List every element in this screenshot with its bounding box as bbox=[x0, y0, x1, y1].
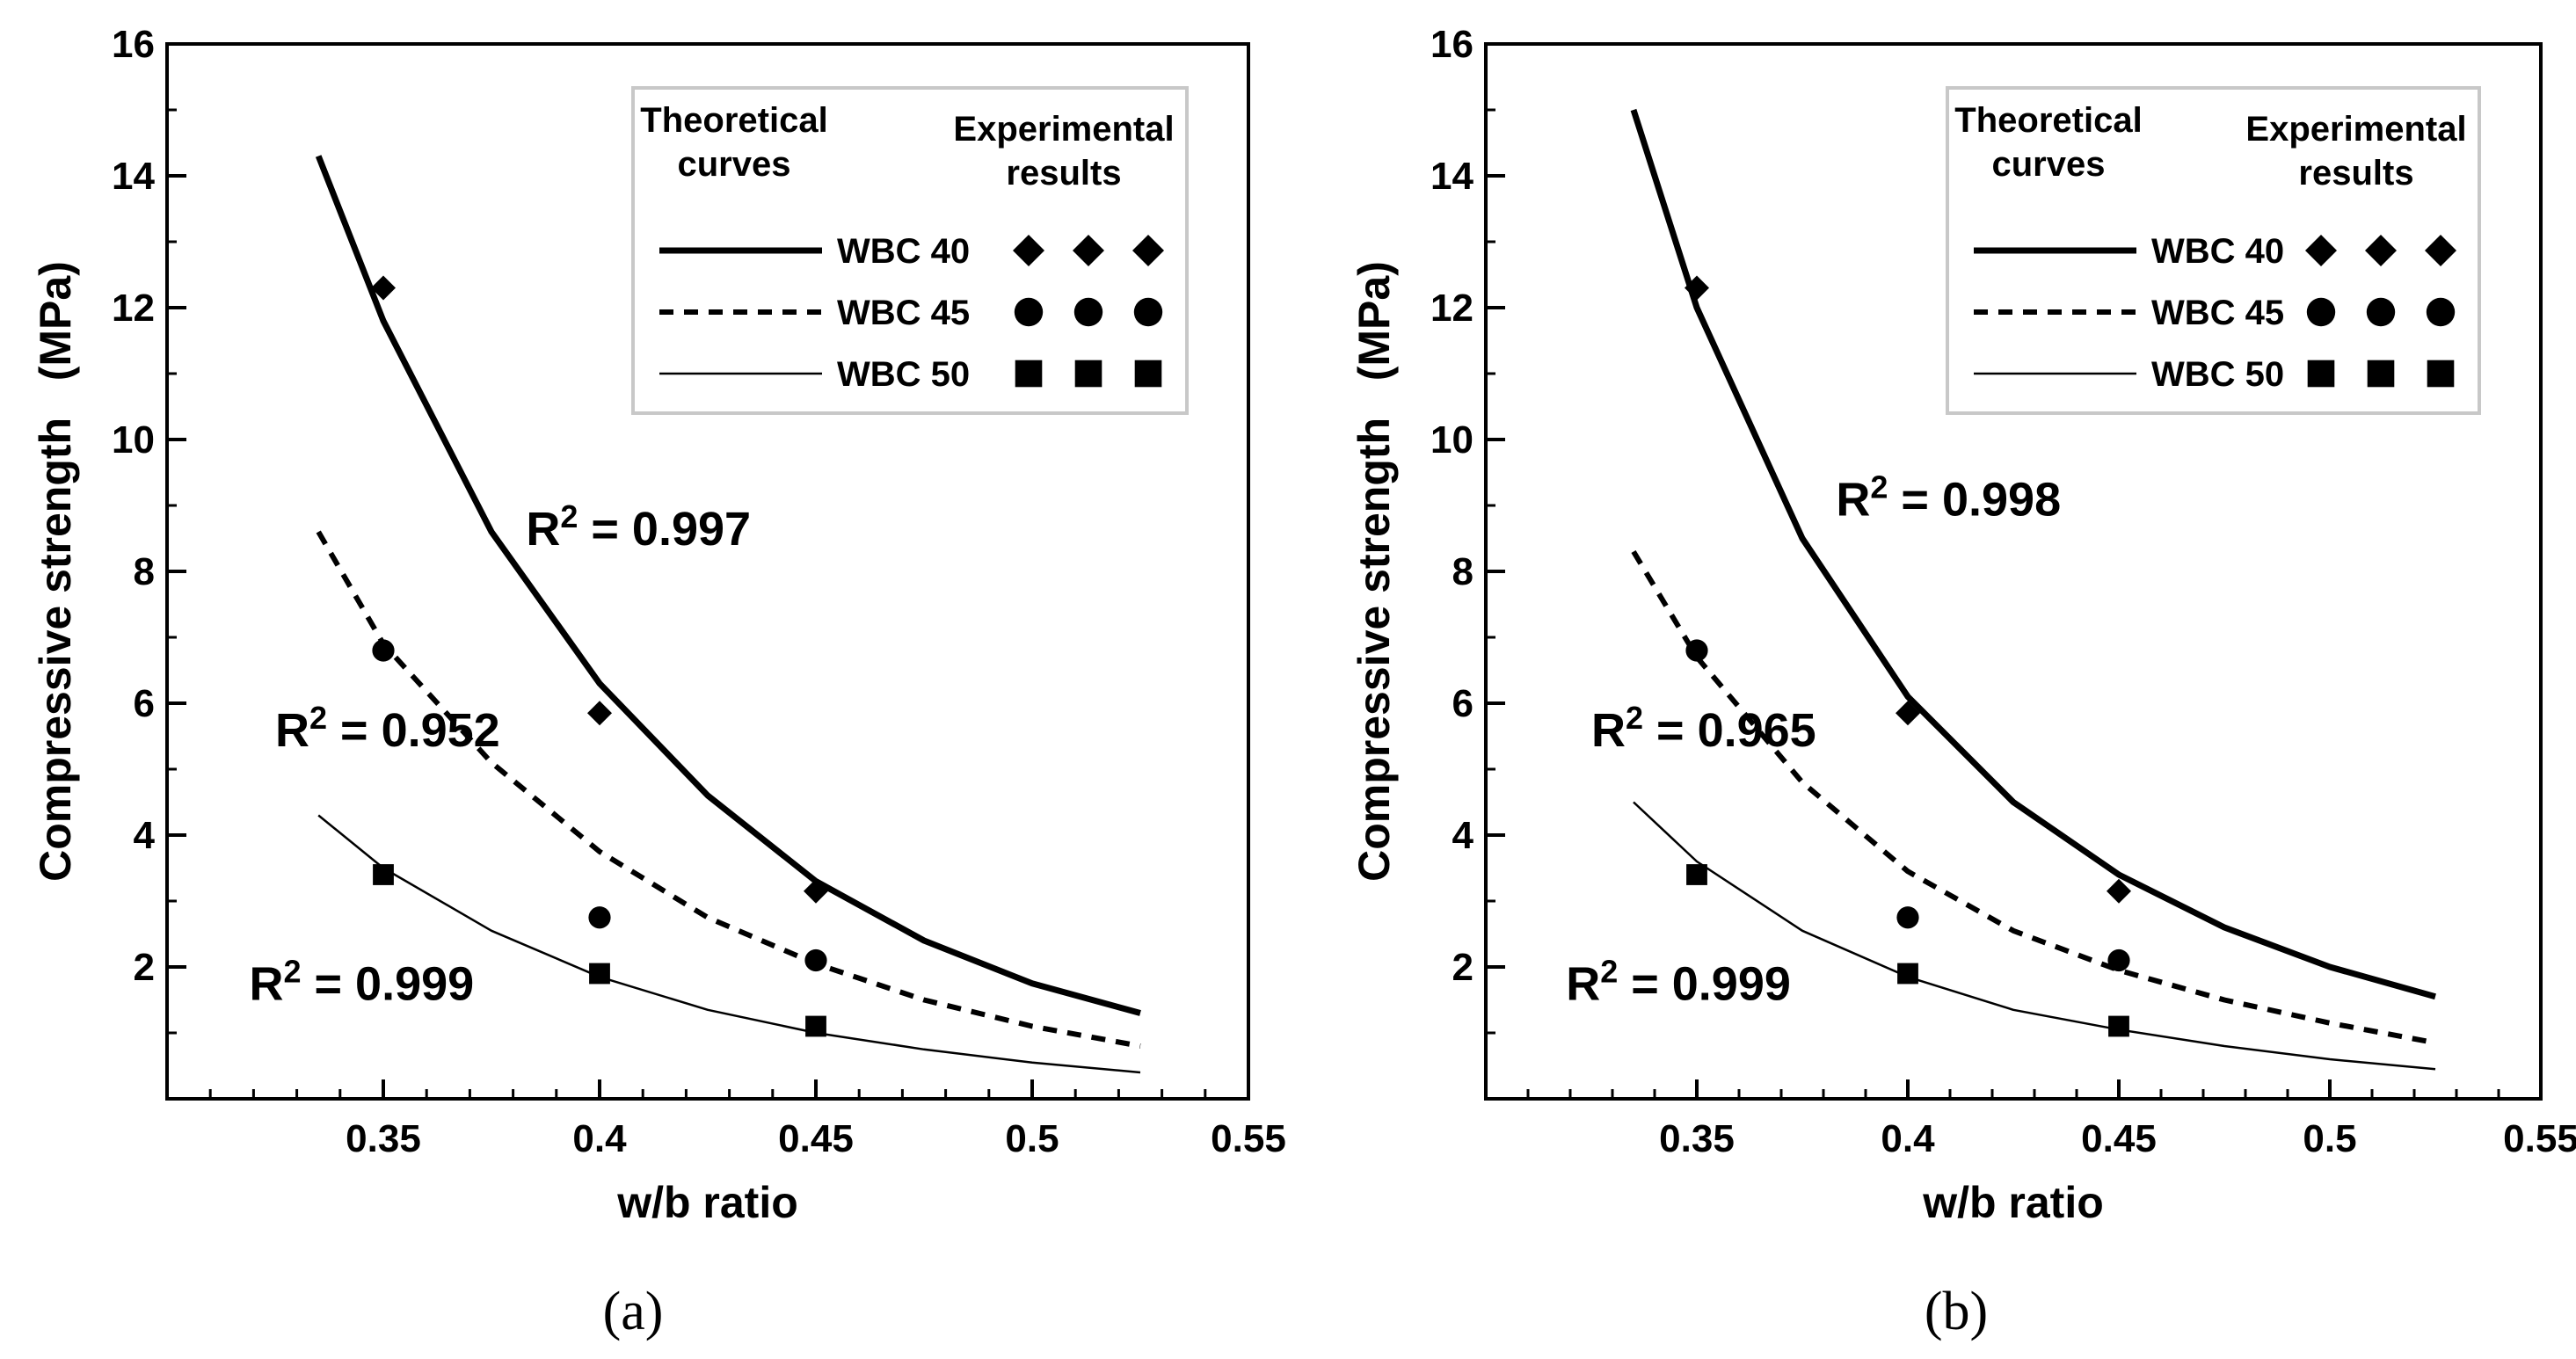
legend-marker-wbc-45 bbox=[1073, 297, 1103, 327]
legend-marker-wbc-40 bbox=[2425, 235, 2456, 266]
data-point-wbc-40 bbox=[371, 275, 396, 301]
data-point-wbc-50 bbox=[1686, 864, 1707, 885]
legend-marker-wbc-50 bbox=[2427, 360, 2455, 388]
data-point-wbc-50 bbox=[1897, 963, 1918, 985]
data-point-wbc-45 bbox=[588, 906, 611, 929]
legend-marker-wbc-50 bbox=[1134, 360, 1162, 388]
data-point-wbc-50 bbox=[373, 864, 394, 885]
legend-label-wbc-45: WBC 45 bbox=[2151, 294, 2284, 332]
data-point-wbc-45 bbox=[2107, 948, 2130, 972]
theoretical-curve-wbc-50 bbox=[1633, 801, 2436, 1071]
legend-header-theoretical: curves bbox=[678, 145, 791, 184]
data-point-wbc-40 bbox=[1896, 701, 1920, 726]
legend-label-wbc-45: WBC 45 bbox=[837, 294, 970, 332]
legend-marker-wbc-40 bbox=[2365, 235, 2397, 266]
r-squared-label: R2 = 0.999 bbox=[1566, 954, 1791, 1011]
data-point-wbc-45 bbox=[1685, 639, 1708, 662]
r-squared-label: R2 = 0.965 bbox=[1591, 700, 1816, 757]
y-tick-label: 10 bbox=[112, 418, 155, 461]
chart-panel-a: 0.35 0.4 0.45 0.5 0.55 2 4 6 8 10 12 14 16 w/b ratio C… bbox=[31, 23, 1286, 1227]
legend: Theoretical curves Experimental results WBC … bbox=[1946, 86, 2481, 415]
r-squared-label: R2 = 0.997 bbox=[526, 498, 751, 556]
data-point-wbc-45 bbox=[372, 639, 395, 662]
y-axis-title: Compressive strength (MPa) bbox=[31, 261, 80, 882]
legend-marker-wbc-40 bbox=[1132, 235, 1164, 266]
theoretical-curve-wbc-45 bbox=[1631, 549, 2436, 1046]
legend-marker-wbc-40 bbox=[1073, 235, 1104, 266]
legend-label-wbc-50: WBC 50 bbox=[2151, 355, 2284, 394]
legend-header-experimental: Experimental bbox=[953, 110, 1174, 149]
y-tick-label: 8 bbox=[1452, 550, 1474, 593]
legend-marker-wbc-45 bbox=[2306, 297, 2336, 327]
y-tick-label: 2 bbox=[134, 946, 155, 989]
x-axis-title: w/b ratio bbox=[1922, 1178, 2104, 1227]
legend-marker-wbc-50 bbox=[1074, 360, 1102, 388]
x-tick-label: 0.5 bbox=[2303, 1117, 2356, 1160]
r-squared-label: R2 = 0.952 bbox=[275, 700, 500, 757]
figure-caption-a: (a) bbox=[603, 1282, 664, 1341]
legend-header-theoretical: curves bbox=[1992, 145, 2106, 184]
y-tick-label: 4 bbox=[134, 814, 156, 857]
legend-header-theoretical: Theoretical bbox=[640, 101, 827, 140]
legend: Theoretical curves Experimental results WBC … bbox=[631, 86, 1189, 415]
legend-marker-wbc-45 bbox=[2426, 297, 2456, 327]
legend-marker-wbc-50 bbox=[1015, 360, 1043, 388]
theoretical-curve-wbc-40 bbox=[315, 155, 1141, 1016]
y-tick-label: 16 bbox=[1430, 23, 1474, 66]
x-axis-title: w/b ratio bbox=[616, 1178, 798, 1227]
x-tick-label: 0.55 bbox=[2503, 1117, 2576, 1160]
data-point-wbc-40 bbox=[2107, 878, 2131, 904]
theoretical-curve-wbc-45 bbox=[316, 530, 1141, 1049]
legend-marker-wbc-50 bbox=[2307, 360, 2335, 388]
x-tick-label: 0.4 bbox=[1881, 1117, 1935, 1160]
x-tick-label: 0.45 bbox=[778, 1117, 854, 1160]
x-tick-label: 0.55 bbox=[1211, 1117, 1286, 1160]
legend-label-wbc-40: WBC 40 bbox=[2151, 232, 2284, 271]
y-tick-label: 2 bbox=[1452, 946, 1474, 989]
data-point-wbc-40 bbox=[1685, 275, 1709, 301]
x-tick-label: 0.45 bbox=[2081, 1117, 2157, 1160]
chart-panel-b: 0.35 0.4 0.45 0.5 0.55 2 4 6 8 10 12 14 16 w/b ratio C… bbox=[1350, 23, 2576, 1227]
y-tick-label: 16 bbox=[112, 23, 155, 66]
theoretical-curve-wbc-50 bbox=[317, 814, 1141, 1074]
x-tick-label: 0.35 bbox=[1659, 1117, 1735, 1160]
theoretical-curve-wbc-40 bbox=[1630, 108, 2436, 1000]
data-point-wbc-50 bbox=[2108, 1015, 2129, 1037]
legend-marker-wbc-40 bbox=[2305, 235, 2337, 266]
y-tick-label: 4 bbox=[1452, 814, 1474, 857]
data-point-wbc-45 bbox=[804, 948, 827, 972]
data-point-wbc-40 bbox=[804, 878, 828, 904]
legend-marker-wbc-45 bbox=[1014, 297, 1044, 327]
data-point-wbc-40 bbox=[587, 701, 612, 726]
legend-header-experimental: results bbox=[2298, 154, 2413, 193]
y-tick-label: 6 bbox=[1452, 682, 1474, 725]
legend-marker-wbc-50 bbox=[2367, 360, 2395, 388]
r-squared-label: R2 = 0.999 bbox=[249, 954, 474, 1011]
legend-header-experimental: results bbox=[1006, 154, 1121, 193]
figure-caption-b: (b) bbox=[1925, 1282, 1988, 1341]
data-point-wbc-50 bbox=[805, 1015, 826, 1037]
legend-marker-wbc-45 bbox=[1133, 297, 1163, 327]
data-point-wbc-45 bbox=[1896, 906, 1919, 929]
y-tick-label: 14 bbox=[112, 155, 155, 198]
x-tick-label: 0.5 bbox=[1005, 1117, 1059, 1160]
y-tick-label: 6 bbox=[134, 682, 155, 725]
y-tick-label: 8 bbox=[134, 550, 155, 593]
legend-marker-wbc-40 bbox=[1013, 235, 1044, 266]
legend-label-wbc-40: WBC 40 bbox=[837, 232, 970, 271]
y-axis-title: Compressive strength (MPa) bbox=[1350, 261, 1399, 882]
x-tick-label: 0.35 bbox=[346, 1117, 421, 1160]
legend-marker-wbc-45 bbox=[2366, 297, 2396, 327]
legend-header-theoretical: Theoretical bbox=[1954, 101, 2142, 140]
r-squared-label: R2 = 0.998 bbox=[1836, 469, 2061, 526]
legend-label-wbc-50: WBC 50 bbox=[837, 355, 970, 394]
data-point-wbc-50 bbox=[589, 963, 610, 985]
legend-header-experimental: Experimental bbox=[2245, 110, 2466, 149]
x-tick-label: 0.4 bbox=[572, 1117, 627, 1160]
y-tick-label: 10 bbox=[1430, 418, 1474, 461]
y-tick-label: 12 bbox=[112, 287, 155, 330]
y-tick-label: 14 bbox=[1430, 155, 1474, 198]
y-tick-label: 12 bbox=[1430, 287, 1474, 330]
